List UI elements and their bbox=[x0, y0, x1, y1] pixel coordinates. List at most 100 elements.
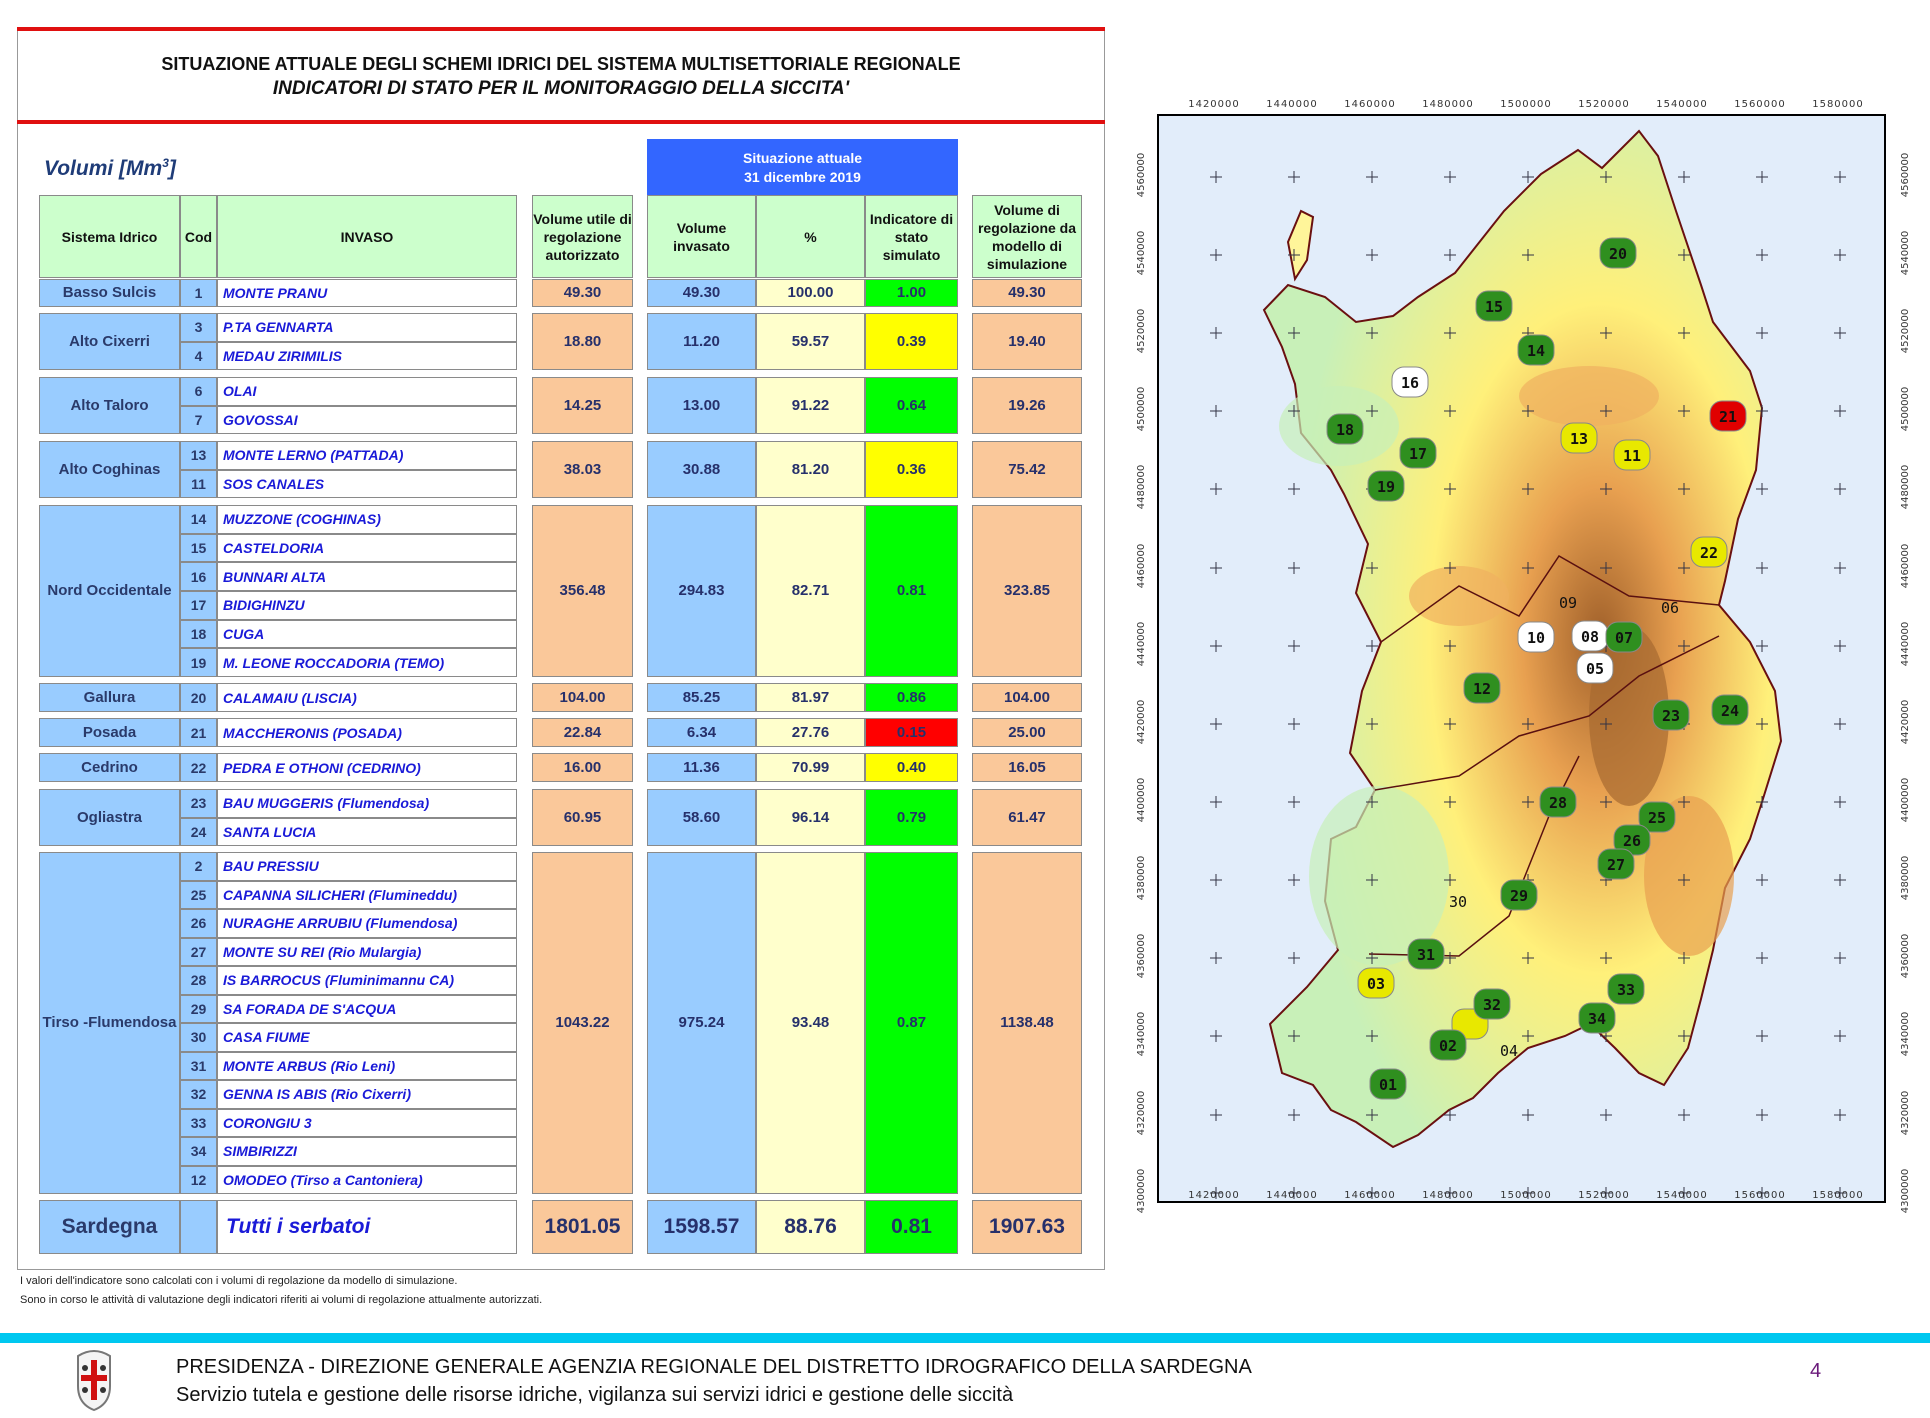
marker-label: 29 bbox=[1510, 887, 1528, 905]
volume-invasato-cell: 6.34 bbox=[647, 718, 756, 747]
grid-cross bbox=[1756, 718, 1768, 730]
grid-cross bbox=[1366, 718, 1378, 730]
grid-cross bbox=[1600, 718, 1612, 730]
y-axis-label: 4380000 bbox=[1900, 856, 1911, 901]
volume-regolazione-cell: 75.42 bbox=[972, 441, 1082, 498]
grid-cross bbox=[1210, 249, 1222, 261]
cod-cell: 30 bbox=[180, 1023, 217, 1052]
marker-badge bbox=[1500, 879, 1538, 911]
grid-cross bbox=[1600, 483, 1612, 495]
y-axis-label: 4380000 bbox=[1136, 856, 1147, 901]
page-subtitle: INDICATORI DI STATO PER IL MONITORAGGIO … bbox=[272, 78, 850, 99]
cod-cell: 18 bbox=[180, 619, 217, 649]
total-cod-cell bbox=[180, 1200, 217, 1254]
y-axis-label: 4400000 bbox=[1136, 778, 1147, 823]
grid-cross bbox=[1756, 1030, 1768, 1042]
grid-cross bbox=[1600, 1187, 1612, 1199]
marker-badge bbox=[1711, 694, 1749, 726]
marker-label: 18 bbox=[1336, 421, 1354, 439]
units-label: Volumi [Mm3] bbox=[44, 156, 176, 181]
volume-utile-cell: 104.00 bbox=[532, 683, 633, 712]
total-volume-invasato-cell: 1598.57 bbox=[647, 1200, 756, 1254]
reservoir-marker: 07 bbox=[1605, 621, 1643, 653]
y-axis-label: 4360000 bbox=[1136, 934, 1147, 979]
invaso-cell: MACCHERONIS (POSADA) bbox=[217, 718, 517, 747]
marker-label: 17 bbox=[1409, 445, 1427, 463]
grid-cross bbox=[1834, 874, 1846, 886]
reservoir-marker: 02 bbox=[1429, 1029, 1467, 1061]
grid-cross bbox=[1288, 562, 1300, 574]
cod-cell: 2 bbox=[180, 852, 217, 881]
cod-cell: 7 bbox=[180, 405, 217, 434]
percent-cell: 59.57 bbox=[756, 313, 865, 370]
volume-utile-cell: 60.95 bbox=[532, 789, 633, 846]
marker-label: 10 bbox=[1527, 629, 1545, 647]
indicator-cell: 0.40 bbox=[865, 753, 958, 782]
situazione-date: 31 dicembre 2019 bbox=[744, 169, 861, 185]
volume-utile-cell: 1043.22 bbox=[532, 852, 633, 1194]
sistema-cell: Posada bbox=[39, 718, 180, 747]
x-axis-label: 1460000 bbox=[1344, 99, 1396, 110]
volume-invasato-cell: 49.30 bbox=[647, 279, 756, 307]
reservoir-marker: 15 bbox=[1475, 290, 1513, 322]
grid-cross bbox=[1600, 171, 1612, 183]
grid-cross bbox=[1288, 249, 1300, 261]
grid-cross bbox=[1834, 796, 1846, 808]
map-svg: 20 15 14 16 21 18 13 17 11 19 22 10 08 07 05 12 23 24 28 25… bbox=[1210, 129, 1846, 1199]
marker-badge bbox=[1326, 413, 1364, 445]
cod-cell: 29 bbox=[180, 994, 217, 1023]
grid-cross bbox=[1678, 405, 1690, 417]
y-axis-label: 4500000 bbox=[1900, 387, 1911, 432]
reservoir-marker: 17 bbox=[1399, 437, 1437, 469]
marker-label: 31 bbox=[1417, 946, 1435, 964]
y-axis-label: 4480000 bbox=[1900, 465, 1911, 510]
cod-cell: 31 bbox=[180, 1051, 217, 1080]
marker-label: 03 bbox=[1367, 975, 1385, 993]
reservoir-marker: 29 bbox=[1500, 879, 1538, 911]
marker-badge bbox=[1652, 699, 1690, 731]
marker-label: 21 bbox=[1719, 408, 1737, 426]
invaso-cell: IS BARROCUS (Fluminimannu CA) bbox=[217, 966, 517, 995]
grid-cross bbox=[1756, 405, 1768, 417]
sistema-cell: Basso Sulcis bbox=[39, 279, 180, 307]
callout-label: 04 bbox=[1500, 1042, 1518, 1060]
grid-cross bbox=[1288, 327, 1300, 339]
marker-label: 15 bbox=[1485, 298, 1503, 316]
reservoir-marker: 08 bbox=[1571, 620, 1609, 652]
x-axis-label: 1580000 bbox=[1812, 99, 1864, 110]
header-sistema: Sistema Idrico bbox=[39, 195, 180, 278]
grid-cross bbox=[1288, 718, 1300, 730]
reservoir-marker: 10 bbox=[1517, 621, 1555, 653]
sardinia-map: 20 15 14 16 21 18 13 17 11 19 22 10 08 07 05 12 23 24 28 25… bbox=[1157, 114, 1886, 1203]
cod-cell: 21 bbox=[180, 718, 217, 747]
marker-label: 25 bbox=[1648, 809, 1666, 827]
cod-cell: 11 bbox=[180, 469, 217, 498]
y-axis-label: 4420000 bbox=[1900, 700, 1911, 745]
grid-cross bbox=[1756, 874, 1768, 886]
cod-cell: 6 bbox=[180, 377, 217, 406]
y-axis-label: 4340000 bbox=[1136, 1012, 1147, 1057]
grid-cross bbox=[1600, 562, 1612, 574]
y-axis-label: 4440000 bbox=[1136, 622, 1147, 667]
situazione-line1: Situazione attuale bbox=[742, 150, 863, 166]
y-axis-label: 4340000 bbox=[1900, 1012, 1911, 1057]
invaso-cell: MONTE SU REI (Rio Mulargia) bbox=[217, 937, 517, 966]
reservoir-marker: 20 bbox=[1599, 237, 1637, 269]
volume-regolazione-cell: 25.00 bbox=[972, 718, 1082, 747]
grid-cross bbox=[1522, 483, 1534, 495]
total-volume-regolazione-cell: 1907.63 bbox=[972, 1200, 1082, 1254]
percent-cell: 96.14 bbox=[756, 789, 865, 846]
total-volume-utile-cell: 1801.05 bbox=[532, 1200, 633, 1254]
marker-badge bbox=[1613, 439, 1651, 471]
sistema-cell: Gallura bbox=[39, 683, 180, 712]
grid-cross bbox=[1288, 640, 1300, 652]
x-axis-label: 1440000 bbox=[1266, 1190, 1318, 1201]
cod-cell: 16 bbox=[180, 562, 217, 591]
y-axis-label: 4540000 bbox=[1900, 231, 1911, 276]
header-invaso: INVASO bbox=[217, 195, 517, 278]
invaso-cell: BAU PRESSIU bbox=[217, 852, 517, 881]
map-axes: 1420000 1420000 1440000 1440000 1460000 14600… bbox=[1136, 99, 1911, 1213]
relief-zone bbox=[1519, 366, 1659, 426]
reservoir-marker: 01 bbox=[1369, 1068, 1407, 1100]
page-title: SITUAZIONE ATTUALE DEGLI SCHEMI IDRICI D… bbox=[161, 54, 961, 74]
